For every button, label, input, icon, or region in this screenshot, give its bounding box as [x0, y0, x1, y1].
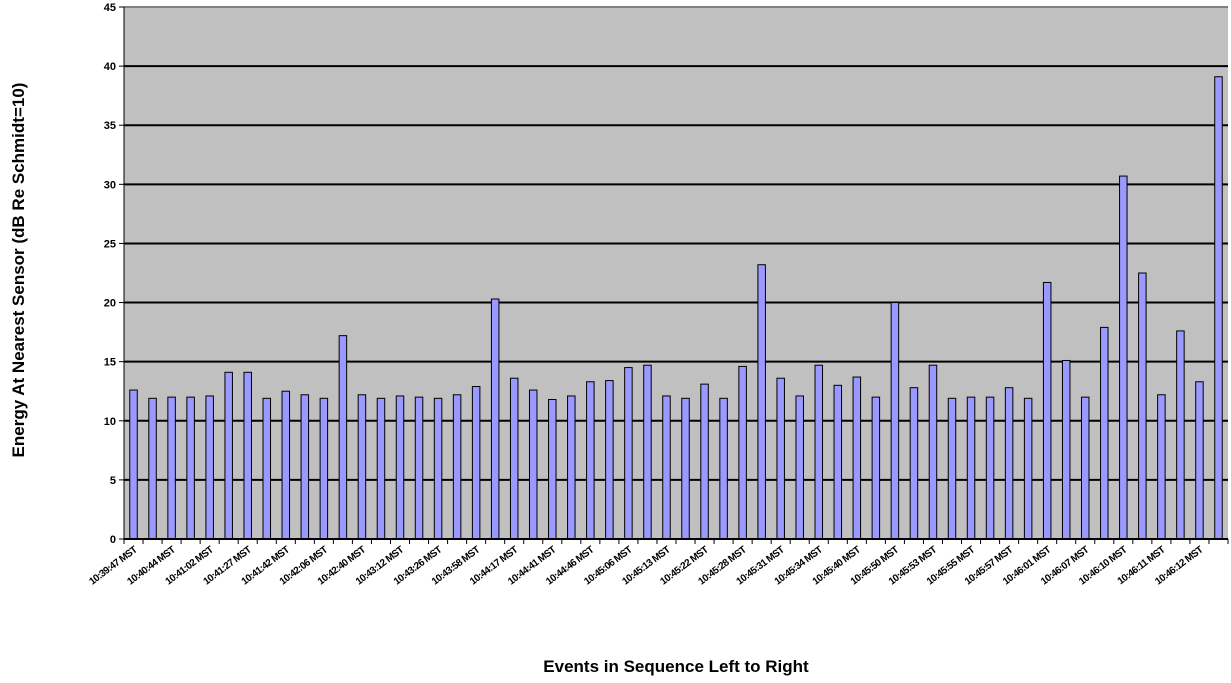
y-tick-label: 40	[104, 61, 116, 73]
bar	[205, 395, 214, 540]
bar	[281, 390, 291, 540]
bar	[662, 395, 671, 540]
bar	[890, 302, 900, 540]
bar	[681, 397, 690, 540]
bar-series	[129, 76, 1223, 540]
y-tick-label: 10	[104, 416, 116, 428]
bar	[871, 396, 881, 540]
bar	[167, 396, 176, 540]
bar	[966, 396, 976, 540]
bar	[1004, 387, 1014, 540]
y-tick-label: 30	[104, 179, 116, 191]
bar	[452, 394, 462, 540]
bar	[300, 394, 310, 540]
bar	[605, 380, 614, 540]
bar	[757, 264, 766, 540]
bar	[528, 389, 538, 540]
y-axis-label: Energy At Nearest Sensor (dB Re Schmidt=…	[9, 83, 28, 458]
y-tick-label: 35	[104, 120, 116, 132]
bar	[624, 367, 633, 540]
y-tick-label: 0	[110, 534, 116, 546]
bar	[1100, 326, 1109, 540]
bar	[1195, 381, 1204, 540]
bar	[928, 364, 938, 540]
bar	[1023, 397, 1033, 540]
bar	[395, 395, 405, 540]
bar	[947, 397, 957, 540]
bar	[1042, 281, 1052, 540]
bar	[909, 387, 919, 540]
bar	[148, 397, 157, 540]
bar	[567, 395, 576, 540]
bar	[1138, 272, 1147, 540]
bar	[852, 376, 862, 540]
bar	[833, 384, 843, 540]
bar	[319, 397, 329, 540]
bar	[357, 394, 367, 540]
bar	[376, 397, 386, 540]
bar	[795, 395, 804, 540]
bar	[338, 335, 348, 540]
bar	[1157, 394, 1166, 540]
bar	[243, 371, 252, 540]
bar	[548, 399, 557, 540]
bar	[1176, 330, 1185, 540]
bar	[719, 397, 728, 540]
bar	[1214, 76, 1223, 540]
y-tick-label: 20	[104, 298, 116, 310]
bar	[262, 397, 272, 540]
bar	[471, 385, 481, 540]
y-axis: 0 5 10 15 20 25 30 35 40 45	[104, 2, 125, 546]
bar	[1119, 175, 1128, 540]
y-tick-label: 15	[104, 357, 116, 369]
bar	[586, 381, 595, 540]
bar	[643, 364, 652, 540]
bar	[1080, 396, 1090, 540]
y-tick-label: 5	[110, 475, 116, 487]
bar	[224, 371, 233, 540]
bar	[414, 396, 424, 540]
bar	[509, 377, 519, 540]
bar	[490, 298, 500, 540]
bar	[129, 389, 138, 540]
bar	[1061, 359, 1071, 540]
bar	[776, 377, 785, 540]
x-axis-label: Events in Sequence Left to Right	[543, 657, 809, 676]
bar	[985, 396, 995, 540]
bar	[700, 383, 709, 540]
y-tick-label: 25	[104, 238, 116, 250]
bar	[738, 365, 747, 540]
y-tick-label: 45	[104, 2, 116, 14]
bar	[186, 396, 195, 540]
bar	[814, 364, 824, 540]
bar	[433, 397, 443, 540]
